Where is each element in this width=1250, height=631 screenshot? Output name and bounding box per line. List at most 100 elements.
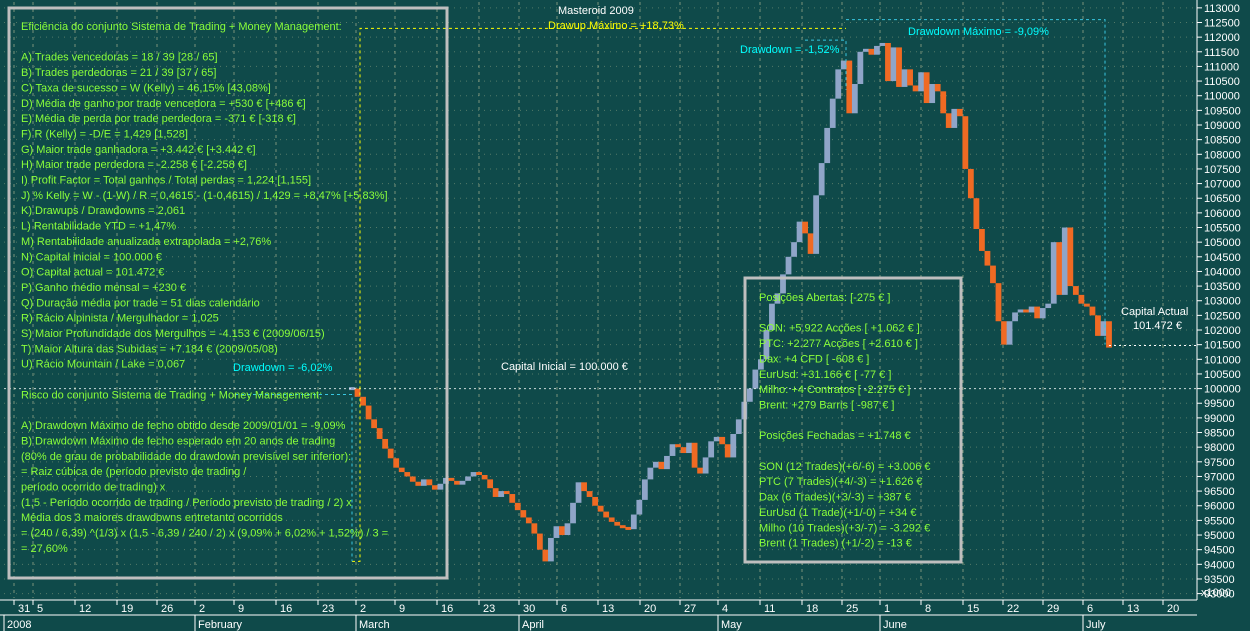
equity-bar: [1006, 321, 1013, 345]
x-tick-label: 9: [399, 603, 405, 615]
equity-bar: [885, 43, 891, 82]
x-tick-label: 20: [644, 603, 656, 615]
efficiency-panel-line: B) Drawdown Máximo de fecho esperado em …: [21, 435, 335, 447]
equity-bar: [713, 436, 720, 442]
equity-bar: [608, 517, 615, 522]
equity-bar: [437, 483, 444, 490]
equity-bar: [979, 228, 985, 251]
efficiency-panel-line: F) R (Kelly) = -D/E = 1,429 [1,528]: [21, 128, 188, 140]
month-label: July: [1086, 619, 1106, 631]
x-tick-label: 31: [18, 603, 30, 615]
x-tick-label: 1: [884, 603, 890, 615]
efficiency-panel-line: B) Trades perdedoras = 21 / 39 [37 / 65]: [21, 67, 216, 79]
equity-bar: [393, 458, 400, 468]
y-tick-label: 111500: [1204, 47, 1239, 59]
equity-bar: [531, 523, 538, 534]
chart-title: Masteroid 2009: [558, 5, 634, 17]
x-axis: 31 5 12 19 26 2 9 16 23 2 9 16 23 30 6 13 20 27 4 11 18 25 1 8 1…: [0, 599, 1250, 631]
x-tick-label: 2: [199, 603, 205, 615]
y-tick-label: 110500: [1204, 76, 1240, 88]
y-tick-label: 100000: [1204, 384, 1241, 396]
equity-bar: [929, 84, 936, 104]
equity-bar: [1100, 321, 1107, 336]
equity-bar: [907, 69, 913, 86]
efficiency-panel-line: N) Capital inicial = 100.000 €: [21, 251, 162, 263]
equity-bar: [1083, 303, 1090, 307]
y-tick-label: 107500: [1204, 164, 1241, 176]
equity-bar: [901, 69, 908, 87]
efficiency-panel-line: C) Taxa de sucesso = W (Kelly) = 46,15% …: [21, 82, 271, 94]
equity-bar: [647, 467, 654, 480]
y-tick-label: 105500: [1204, 223, 1241, 235]
y-tick-label: 98500: [1204, 428, 1235, 440]
equity-bar: [680, 447, 687, 454]
month-label: February: [198, 619, 243, 631]
equity-bar: [448, 477, 455, 481]
equity-bar: [376, 428, 383, 439]
efficiency-panel-line: Q) Duração média por trade = 51 dias cal…: [21, 297, 260, 309]
efficiency-panel-line: E) Média de perda por trade perdedora = …: [21, 113, 296, 125]
y-tick-label: 108000: [1204, 149, 1241, 161]
equity-bar: [630, 514, 637, 530]
equity-bar: [896, 47, 902, 87]
equity-bar: [470, 472, 477, 477]
equity-bar: [349, 387, 355, 391]
equity-bar: [757, 359, 764, 370]
x-tick-label: 23: [483, 603, 495, 615]
x-tick-label: 18: [806, 603, 818, 615]
equity-bar: [791, 242, 797, 257]
equity-bar: [575, 482, 582, 503]
drawdown-mid-label: Drawdown = -6,02%: [233, 362, 333, 374]
y-scale-label: x1000: [1201, 587, 1231, 599]
equity-bar: [1001, 321, 1007, 345]
month-label: May: [721, 619, 742, 631]
month-label: 2008: [7, 619, 31, 631]
equity-bar: [807, 233, 814, 254]
y-tick-label: 106000: [1204, 208, 1241, 220]
positions-panel-line: EurUsd (1 Trade)(+1/-0) = +34 €: [759, 507, 916, 519]
equity-bar: [702, 457, 709, 474]
y-tick-label: 96000: [1204, 501, 1235, 513]
y-tick-label: 113000: [1204, 3, 1240, 15]
y-tick-label: 95500: [1204, 515, 1235, 527]
annotation-labels: Masteroid 2009 Drawup Máximo = +18,73% Dra…: [233, 5, 1188, 374]
equity-bar: [796, 221, 803, 243]
equity-bar: [879, 42, 886, 46]
equity-bar: [1045, 303, 1052, 309]
info-panels: Eficiência do conjunto Sistema de Tradin…: [7, 6, 963, 580]
equity-bar: [641, 479, 648, 500]
equity-bar: [1017, 309, 1024, 313]
x-tick-label: 23: [322, 603, 334, 615]
month-label: April: [522, 619, 544, 631]
equity-bar: [1067, 227, 1074, 287]
equity-bar: [984, 250, 991, 266]
equity-bar: [846, 60, 853, 114]
equity-bar: [813, 195, 820, 254]
y-tick-label: 93000: [1204, 589, 1235, 601]
equity-bar: [398, 467, 405, 473]
equity-bar: [509, 494, 516, 503]
x-tick-label: 13: [1127, 603, 1139, 615]
positions-panel-line: Brent: +279 Barris [ -987 € ]: [759, 399, 894, 411]
equity-bar: [868, 48, 875, 55]
equity-bar: [1095, 315, 1101, 336]
y-tick-label: 107000: [1204, 179, 1241, 191]
equity-bar: [354, 388, 361, 397]
x-tick-label: 8: [925, 603, 931, 615]
efficiency-panel-line: = (240 / 6,39) ^(1/3) x (1,5 - 6,39 / 24…: [21, 528, 388, 540]
equity-bar: [835, 69, 842, 99]
x-tick-label: 15: [967, 603, 979, 615]
x-tick-label: 6: [561, 603, 567, 615]
equity-bar: [1072, 286, 1079, 295]
y-tick-label: 106500: [1204, 193, 1241, 205]
efficiency-panel-line: I) Profit Factor = Total ganhos / Total …: [21, 175, 311, 187]
positions-panel-line: Dax (6 Trades)(+3/-3) = +387 €: [759, 492, 911, 504]
equity-bar: [520, 510, 527, 518]
equity-bar: [675, 444, 681, 448]
equity-bar: [619, 525, 626, 529]
x-tick-label: 25: [846, 603, 858, 615]
y-tick-label: 93500: [1204, 574, 1235, 586]
y-tick-label: 98000: [1204, 442, 1235, 454]
equity-bar: [829, 98, 836, 128]
equity-bar: [862, 48, 869, 52]
